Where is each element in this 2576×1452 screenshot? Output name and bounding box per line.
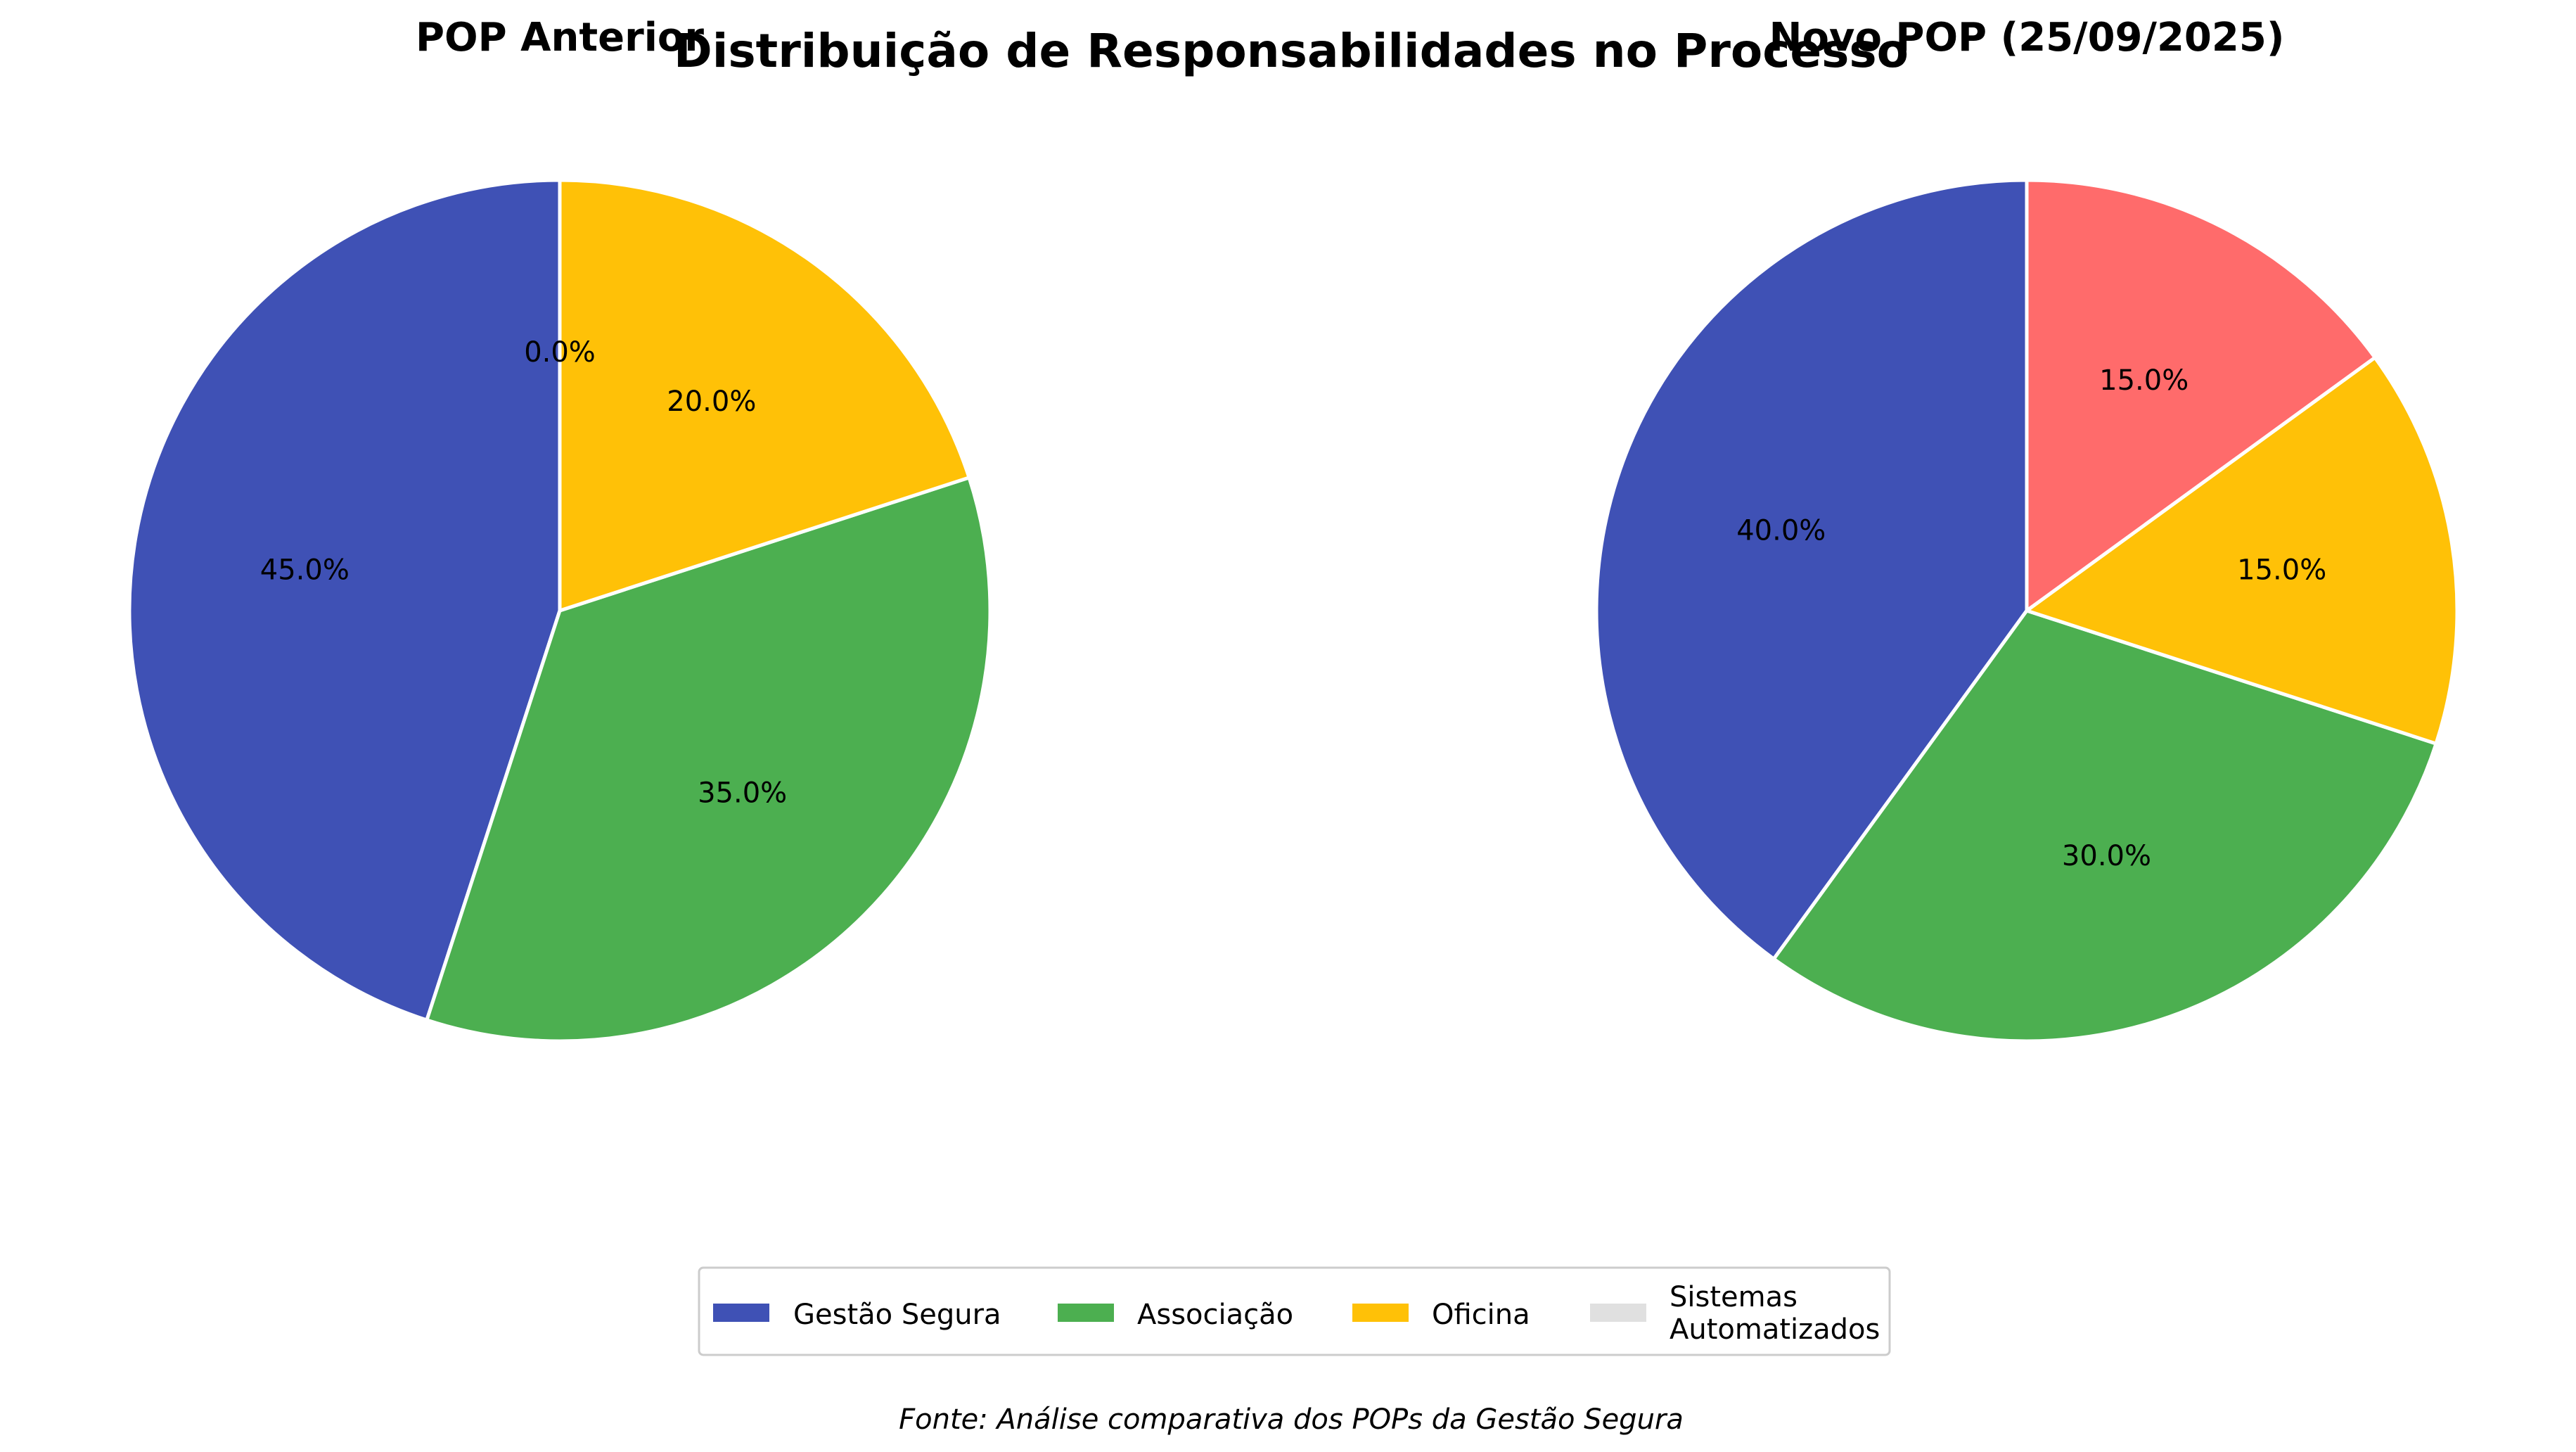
pie-slice-sistemas-automatizados <box>2025 178 2377 613</box>
source-note: Fonte: Análise comparativa dos POPs da G… <box>899 1403 1684 1436</box>
legend-label-associacao: Associação <box>1137 1299 1293 1331</box>
pie-slice-oficina <box>558 178 971 613</box>
legend-label-sistemas-line1: Sistemas <box>1670 1281 1798 1313</box>
legend-swatch-associacao <box>1058 1304 1114 1322</box>
chart-title: Distribuição de Responsabilidades no Pro… <box>674 24 1909 78</box>
pie-title-pop-anterior: POP Anterior <box>416 15 704 60</box>
pie-label-gestao-segura: 45.0% <box>260 554 350 587</box>
pie-slice-gestao-segura <box>1594 178 2029 961</box>
pie-charts: 45.0% 35.0% 20.0% 0.0% 40.0% 30.0% 15.0% 15.0% <box>127 178 2459 1043</box>
pie-slice-gestao-segura <box>127 178 562 1022</box>
pie-novo-pop-25-09-2025: 40.0% 30.0% 15.0% 15.0% <box>1594 178 2459 1043</box>
legend-label-sistemas-line2: Automatizados <box>1670 1313 1880 1346</box>
pie-label-oficina: 20.0% <box>667 386 756 418</box>
pie-label-associacao: 30.0% <box>2062 840 2151 872</box>
pie-label-oficina: 15.0% <box>2237 554 2326 587</box>
pie-title-novo-pop: Novo POP (25/09/2025) <box>1769 15 2285 60</box>
pie-slice-oficina <box>2025 355 2459 746</box>
legend: Gestão Segura Associação Oficina Sistema… <box>698 1266 1891 1356</box>
legend-label-oficina: Oficina <box>1432 1299 1530 1331</box>
legend-swatch-oficina <box>1352 1304 1409 1322</box>
pie-label-associacao: 35.0% <box>698 777 787 810</box>
legend-swatch-sistemas-automatizados <box>1590 1304 1646 1322</box>
pie-slice-associacao <box>1771 609 2438 1043</box>
legend-label-gestao-segura: Gestão Segura <box>793 1299 1001 1331</box>
pie-label-gestao-segura: 40.0% <box>1736 515 1826 547</box>
pie-pop-anterior: 45.0% 35.0% 20.0% 0.0% <box>127 178 992 1043</box>
pie-label-sistemas-automatizados: 15.0% <box>2099 364 2189 397</box>
pie-slice-associacao <box>425 476 992 1043</box>
pie-label-sistemas-automatizados: 0.0% <box>524 336 596 369</box>
legend-swatch-gestao-segura <box>713 1304 769 1322</box>
legend-box <box>698 1266 1891 1356</box>
